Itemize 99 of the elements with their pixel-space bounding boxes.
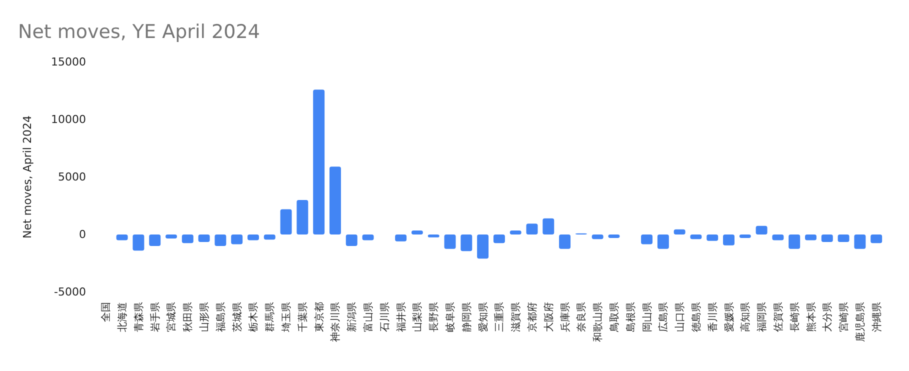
x-tick-label: 山形県 [198,302,211,332]
x-tick-label: 長崎県 [788,302,801,332]
bar [870,234,882,244]
x-tick-label: 長野県 [429,302,440,332]
bar [542,218,554,234]
x-tick-label: 福島県 [214,302,227,332]
x-tick-label: 富山県 [362,302,375,332]
y-tick-label: 0 [79,228,86,242]
bar [559,234,571,249]
y-tick-label: 5000 [58,170,86,184]
bar [247,234,259,240]
x-tick-label: 岐阜県 [444,302,457,332]
bar [657,234,669,249]
x-tick-label: 和歌山県 [592,302,604,342]
x-tick-label: 宮城県 [166,302,178,332]
bar [329,166,341,234]
bar [198,234,210,242]
x-tick-label: 神奈川県 [330,302,342,342]
bar [444,234,456,249]
x-tick-label: 広島県 [658,302,670,332]
x-tick-label: 山口県 [674,302,686,332]
bar [411,230,423,234]
x-tick-label: 高知県 [740,302,752,332]
x-tick-label: 岡山県 [641,302,654,332]
x-tick-label: 奈良県 [576,302,588,332]
x-tick-label: 鹿児島県 [854,302,866,342]
x-tick-label: 京都府 [526,302,538,332]
bar [723,234,735,246]
bar [739,234,751,238]
bar [706,234,718,241]
x-tick-label: 栃木県 [248,302,260,332]
x-tick-label: 兵庫県 [559,302,572,332]
bar [116,234,128,240]
bar [854,234,866,249]
bar [756,226,768,234]
bar [166,234,177,239]
bar [838,234,850,242]
bar [608,234,620,238]
x-tick-label: 徳島県 [690,302,702,332]
bar [395,234,407,242]
x-tick-label: 全国 [100,302,112,322]
x-tick-label: 山梨県 [412,302,424,332]
bar [346,234,358,246]
bar [460,234,472,252]
bar [674,229,686,234]
y-tick-label: 15000 [51,56,86,69]
bar [526,224,538,234]
bar [805,234,816,240]
x-tick-label: 愛知県 [477,302,490,332]
bar [788,234,800,249]
y-tick-label: 10000 [51,113,86,126]
x-tick-label: 群馬県 [264,302,276,332]
x-tick-label: 香川県 [706,302,719,332]
bar [280,209,292,234]
x-tick-label: 北海道 [116,302,129,332]
x-tick-label: 千葉県 [296,302,309,332]
bar [264,234,276,240]
bar [690,234,702,240]
bar [214,234,226,246]
y-axis-title: Net moves, April 2024 [21,116,34,238]
bar [772,234,784,240]
y-tick-label: -5000 [54,286,86,299]
x-tick-label: 青森県 [132,302,145,332]
x-tick-label: 大分県 [822,302,834,332]
x-tick-label: 滋賀県 [510,302,522,332]
bar [182,234,194,244]
bar [592,234,604,240]
bar [313,90,325,234]
x-tick-label: 新潟県 [346,302,358,332]
x-tick-label: 茨城県 [231,302,244,332]
x-tick-label: 岩手県 [149,302,162,332]
bar [149,234,161,246]
bar [132,234,144,251]
x-tick-label: 宮崎県 [838,302,850,332]
x-tick-label: 大阪府 [542,302,555,332]
x-tick-label: 東京都 [313,302,326,332]
x-tick-label: 沖縄県 [870,302,883,332]
bar [641,234,653,244]
bar [231,234,243,244]
x-tick-label: 福岡県 [756,302,768,332]
bar [477,234,489,259]
x-tick-label: 静岡県 [460,302,473,332]
x-tick-label: 熊本県 [805,302,818,332]
bar [362,234,374,240]
x-tick-label: 三重県 [494,302,506,332]
x-tick-label: 愛媛県 [723,302,736,332]
x-tick-label: 佐賀県 [772,302,784,332]
x-tick-label: 埼玉県 [280,302,293,333]
x-tick-label: 島根県 [624,302,637,332]
bar [493,234,505,244]
bar [428,234,440,238]
bar [296,200,308,234]
x-tick-label: 秋田県 [182,302,194,332]
x-tick-label: 鳥取県 [608,302,620,333]
bar [510,230,522,234]
x-tick-label: 石川県 [378,302,391,332]
chart-title: Net moves, YE April 2024 [18,21,260,43]
bar [821,234,833,242]
x-tick-label: 福井県 [395,302,408,332]
